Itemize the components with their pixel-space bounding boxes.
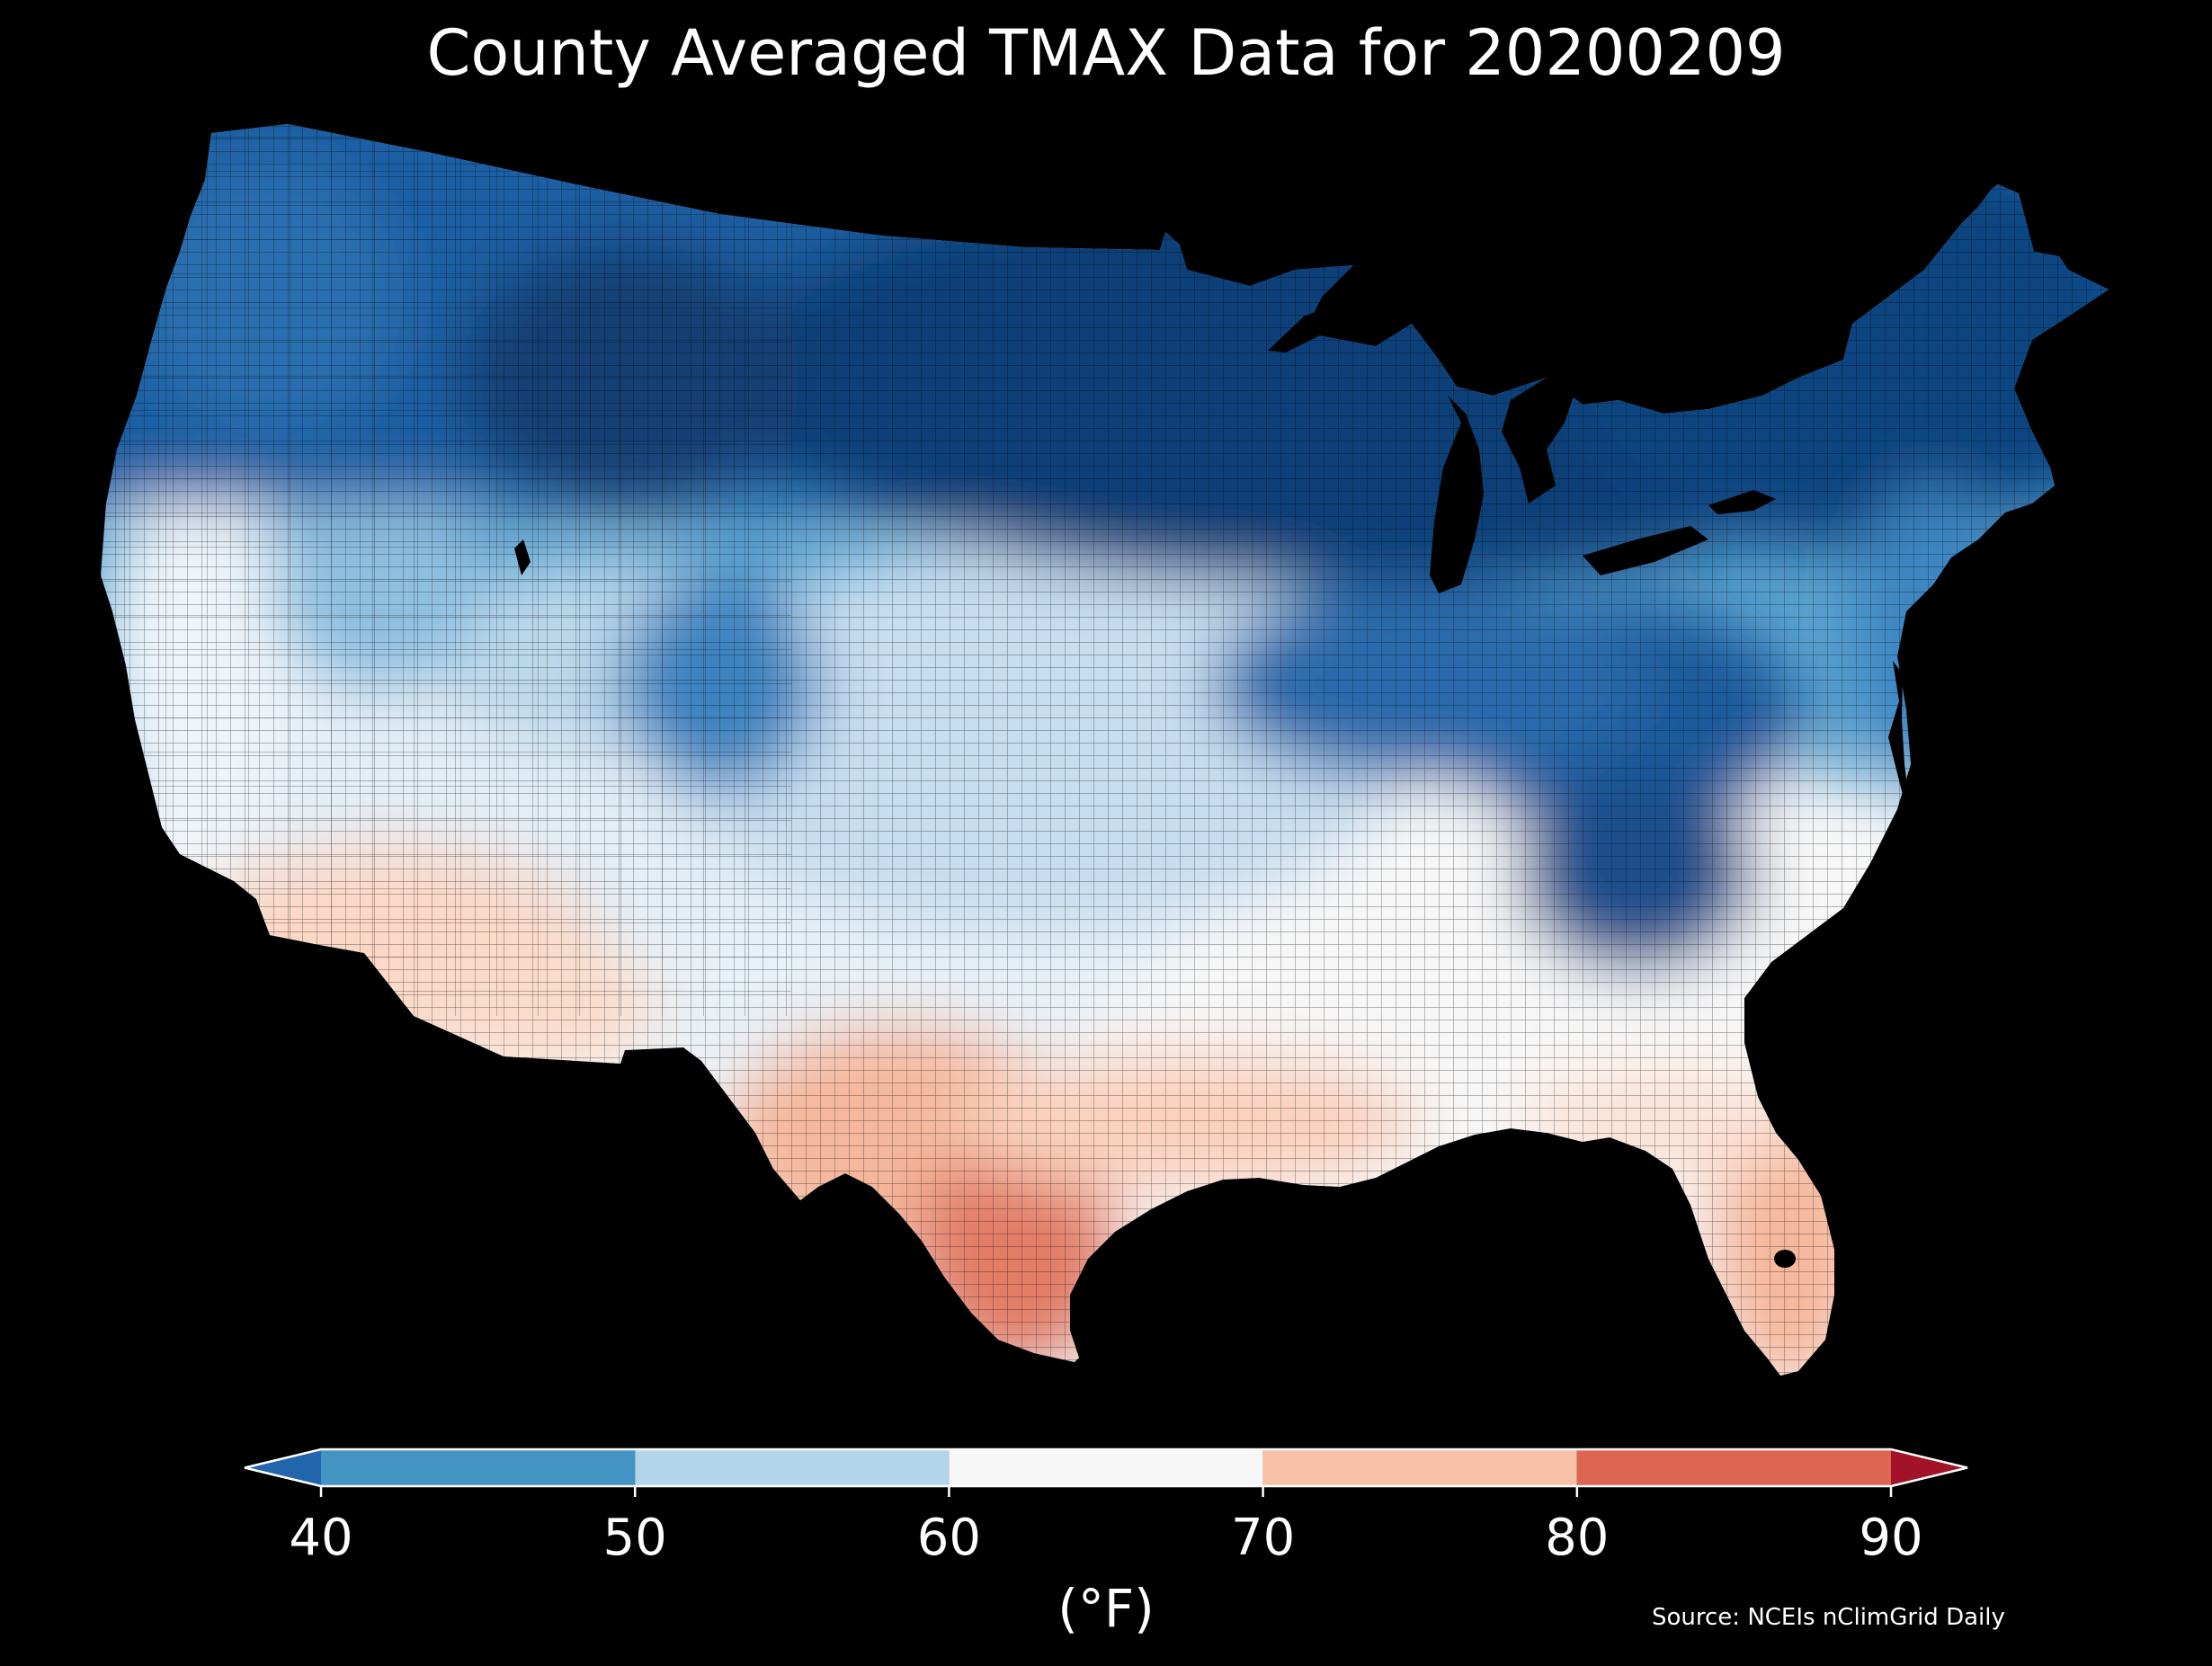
us-county-tmax-map: [101, 124, 2109, 1376]
colorbar-tick-label: 70: [1230, 1509, 1296, 1567]
temperature-field: [101, 124, 2109, 1376]
colorbar-tick-label: 50: [602, 1509, 667, 1567]
great-salt-lake: [514, 539, 531, 575]
map-title: County Averaged TMAX Data for 20200209: [426, 16, 1786, 90]
colorbar-tick-label: 60: [916, 1509, 982, 1567]
colorbar-tick-label: 80: [1545, 1509, 1610, 1567]
lake-okeechobee: [1774, 1250, 1796, 1268]
colorbar-tick-label: 90: [1859, 1509, 1923, 1567]
source-credit: Source: NCEIs nClimGrid Daily: [1652, 1604, 2005, 1631]
chesapeake-bay: [1888, 661, 1911, 814]
colorbar-unit-label: (°F): [1057, 1578, 1155, 1639]
colorbar-tick-label: 40: [289, 1509, 353, 1567]
great-lakes: [1268, 288, 1776, 593]
